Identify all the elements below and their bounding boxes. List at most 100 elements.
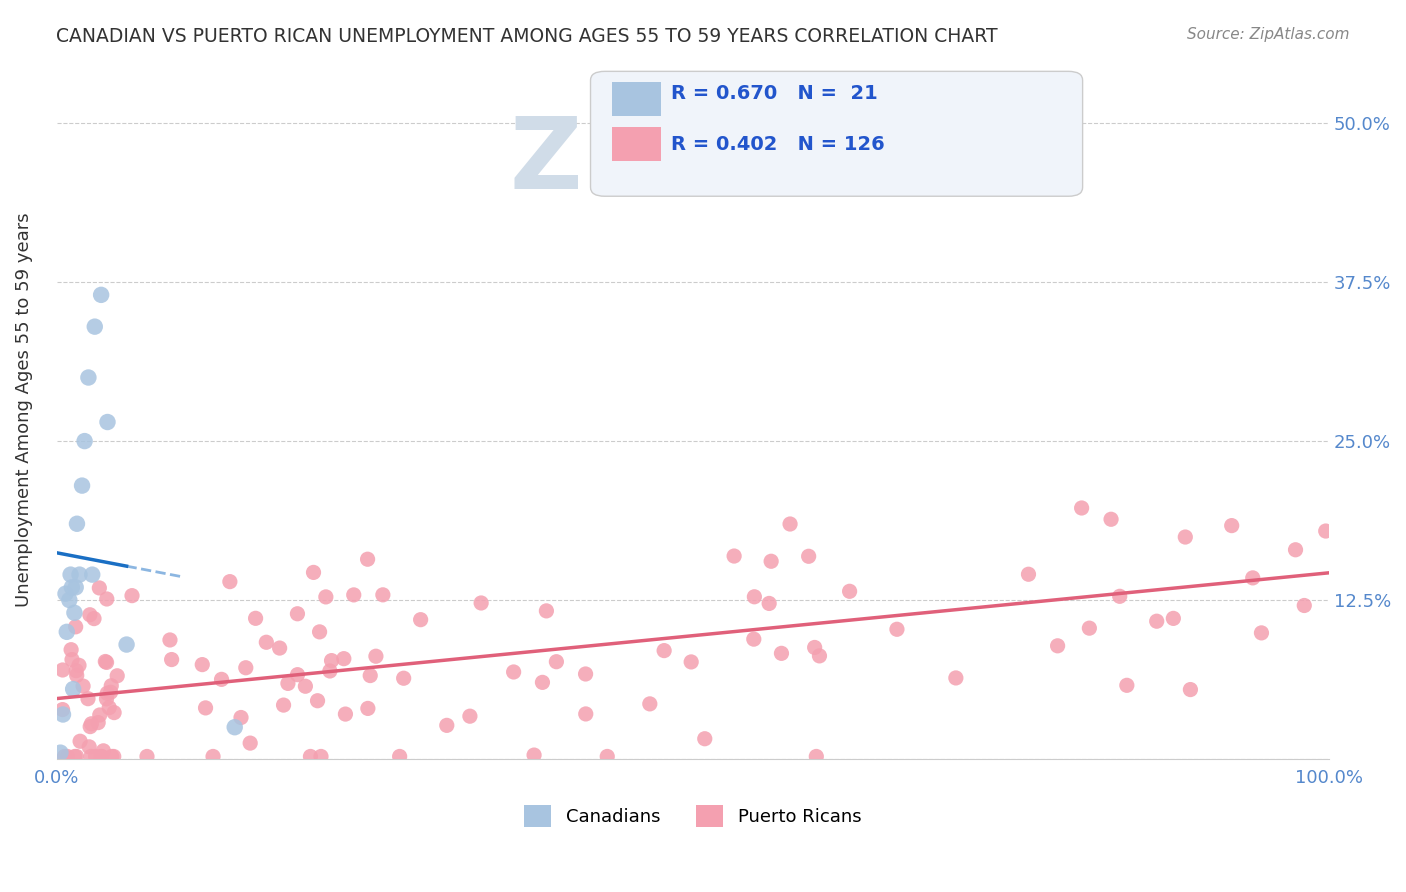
Point bbox=[294, 679, 316, 693]
Point bbox=[66, 516, 89, 531]
Point bbox=[273, 698, 295, 712]
Point bbox=[744, 590, 766, 604]
Point bbox=[307, 694, 329, 708]
Text: R = 0.402   N = 126: R = 0.402 N = 126 bbox=[671, 135, 884, 154]
Point bbox=[73, 434, 96, 449]
Point bbox=[55, 587, 77, 601]
Point bbox=[83, 319, 105, 334]
Point bbox=[202, 749, 225, 764]
Point bbox=[779, 516, 801, 531]
Point bbox=[60, 652, 83, 666]
Point bbox=[52, 703, 75, 717]
Point bbox=[1146, 614, 1168, 628]
Point bbox=[319, 664, 342, 678]
Point bbox=[458, 709, 481, 723]
Point bbox=[56, 624, 79, 639]
Point bbox=[79, 607, 101, 622]
Point bbox=[224, 720, 246, 734]
Y-axis label: Unemployment Among Ages 55 to 59 years: Unemployment Among Ages 55 to 59 years bbox=[15, 212, 32, 607]
Point bbox=[90, 288, 112, 302]
Point bbox=[100, 749, 122, 764]
Text: R = 0.670   N =  21: R = 0.670 N = 21 bbox=[671, 84, 877, 103]
Point bbox=[335, 707, 357, 722]
Point bbox=[596, 749, 619, 764]
Point bbox=[693, 731, 716, 746]
Point bbox=[531, 675, 554, 690]
Point bbox=[759, 554, 782, 568]
Point bbox=[356, 552, 378, 566]
Point bbox=[808, 648, 831, 663]
Point bbox=[49, 746, 72, 760]
Point bbox=[1284, 542, 1306, 557]
Point bbox=[309, 749, 332, 764]
Point bbox=[52, 663, 75, 677]
Point bbox=[100, 685, 122, 699]
Point bbox=[277, 676, 299, 690]
Point bbox=[77, 691, 100, 706]
Point bbox=[269, 641, 291, 656]
Point bbox=[66, 668, 89, 682]
Point bbox=[90, 749, 112, 764]
Point bbox=[105, 669, 128, 683]
Point bbox=[52, 707, 75, 722]
Point bbox=[1294, 599, 1316, 613]
Point bbox=[96, 691, 118, 706]
Point bbox=[89, 708, 111, 723]
Point bbox=[58, 593, 80, 607]
Point bbox=[388, 749, 411, 764]
Point bbox=[77, 370, 100, 384]
Point bbox=[1250, 626, 1272, 640]
Point bbox=[254, 635, 277, 649]
Point bbox=[574, 667, 596, 681]
Point bbox=[62, 681, 84, 696]
Point bbox=[98, 700, 121, 714]
Point bbox=[1241, 571, 1264, 585]
Point bbox=[65, 620, 87, 634]
Point bbox=[797, 549, 820, 564]
Point bbox=[82, 567, 104, 582]
Point bbox=[1099, 512, 1122, 526]
Point bbox=[546, 655, 568, 669]
Point bbox=[194, 701, 217, 715]
Point bbox=[1046, 639, 1069, 653]
Point bbox=[287, 667, 309, 681]
Point bbox=[803, 640, 825, 655]
Point bbox=[65, 664, 87, 678]
Point bbox=[121, 589, 143, 603]
Point bbox=[115, 638, 138, 652]
Point bbox=[770, 646, 793, 660]
Point bbox=[357, 701, 380, 715]
Point bbox=[838, 584, 860, 599]
Point bbox=[359, 668, 381, 682]
Point bbox=[96, 592, 118, 607]
Point bbox=[96, 415, 118, 429]
Point bbox=[1078, 621, 1101, 635]
Point bbox=[1220, 518, 1243, 533]
Point bbox=[886, 622, 908, 636]
Point bbox=[1180, 682, 1202, 697]
Point bbox=[1174, 530, 1197, 544]
Point bbox=[638, 697, 661, 711]
Point bbox=[100, 679, 122, 693]
Point bbox=[742, 632, 765, 647]
Point bbox=[80, 749, 103, 764]
Point bbox=[53, 749, 76, 764]
Point bbox=[218, 574, 240, 589]
Point bbox=[65, 580, 87, 594]
Point bbox=[502, 665, 524, 679]
Point bbox=[723, 549, 745, 563]
Point bbox=[103, 749, 125, 764]
Point bbox=[239, 736, 262, 750]
Point bbox=[56, 749, 79, 764]
Legend: Canadians, Puerto Ricans: Canadians, Puerto Ricans bbox=[517, 797, 869, 834]
Point bbox=[302, 566, 325, 580]
Point bbox=[136, 749, 159, 764]
Point bbox=[80, 716, 103, 731]
Point bbox=[159, 632, 181, 647]
Point bbox=[371, 588, 394, 602]
Point bbox=[77, 739, 100, 754]
Point bbox=[60, 580, 83, 594]
Point bbox=[308, 624, 330, 639]
Point bbox=[1115, 678, 1137, 692]
Point bbox=[211, 673, 233, 687]
